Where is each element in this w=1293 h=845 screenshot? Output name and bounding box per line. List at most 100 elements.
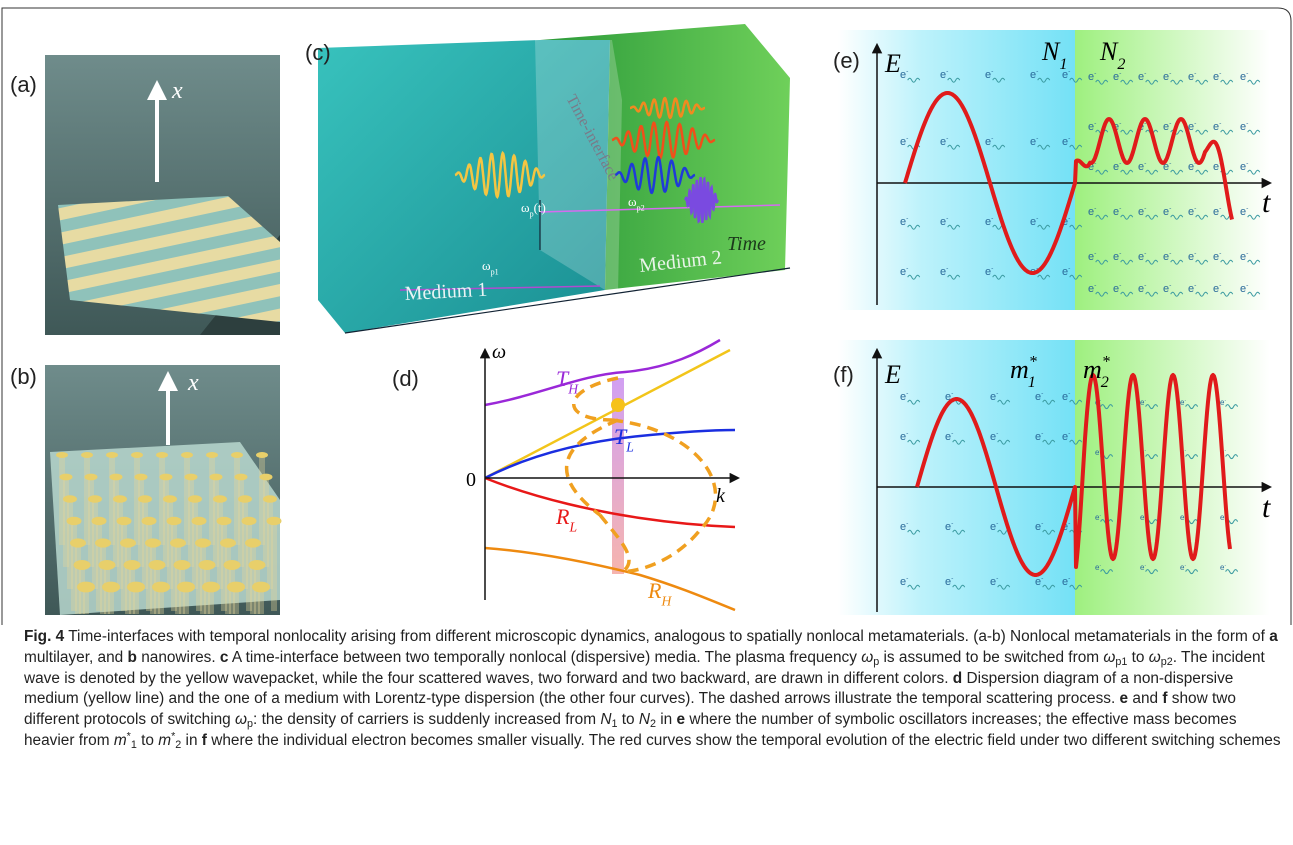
panel-label: (b)	[10, 364, 37, 389]
label-part: H	[567, 382, 579, 397]
panel-f-plot: e-e-e-e-e-e-e-e-e-e-e-e-e-e-e-e-e-e-e-e-…	[838, 340, 1270, 615]
label-part: -	[1169, 282, 1171, 289]
label-part: R	[555, 504, 570, 529]
rod-top	[131, 452, 143, 458]
label-part: -	[1219, 120, 1221, 127]
label-part: -	[1068, 575, 1070, 582]
caption-run: m	[114, 732, 127, 749]
rod-top	[145, 538, 161, 547]
rod-top	[81, 452, 93, 458]
axis-label: ω	[492, 341, 506, 363]
label-part: -	[996, 430, 998, 437]
rod-top	[142, 517, 157, 525]
label-part: 2	[1101, 374, 1109, 391]
rod-top	[156, 452, 168, 458]
label-part: -	[1068, 135, 1070, 142]
rod-top	[177, 582, 195, 593]
label-part: *	[1029, 353, 1038, 370]
rod-top	[245, 538, 261, 547]
rod-top	[235, 474, 248, 481]
caption-run: to	[617, 711, 638, 728]
panel-b-image	[45, 365, 282, 615]
label-part: L	[568, 520, 577, 535]
rod-top	[152, 582, 170, 593]
rod-top	[110, 474, 123, 481]
label-part: -	[1246, 205, 1248, 212]
rod-top	[163, 495, 177, 503]
time-label: Time	[727, 233, 766, 255]
rod-top	[160, 474, 173, 481]
label-part: p2	[637, 204, 645, 213]
caption-run: multilayer, and	[24, 649, 128, 666]
rod-top	[202, 582, 220, 593]
rod-top	[170, 538, 186, 547]
rod-top	[92, 517, 107, 525]
label-part: -	[991, 215, 993, 222]
label-part: -	[1219, 250, 1221, 257]
rod-top	[192, 517, 207, 525]
label-part: -	[1194, 120, 1196, 127]
label-part: -	[946, 265, 948, 272]
panel-label: (c)	[305, 40, 331, 65]
axis-label: E	[884, 49, 901, 78]
caption-run: in	[656, 711, 677, 728]
rod-top	[149, 560, 166, 570]
label-part: -	[1246, 282, 1248, 289]
axis-label: x	[171, 78, 183, 104]
rod-top	[74, 560, 91, 570]
caption-run: in	[181, 732, 202, 749]
rod-top	[106, 452, 118, 458]
label-part: -	[1169, 70, 1171, 77]
math-label: RL	[555, 504, 577, 535]
caption-run: e	[1120, 690, 1129, 707]
caption-run: e	[677, 711, 686, 728]
caption-run: and	[1128, 690, 1162, 707]
label-part: -	[906, 520, 908, 527]
label-part: -	[906, 390, 908, 397]
label-part: -	[996, 390, 998, 397]
caption-run: Time-interfaces with temporal nonlocalit…	[64, 628, 1269, 645]
label-part: -	[991, 265, 993, 272]
label-part: -	[906, 430, 908, 437]
panel-e-plot: e-e-e-e-e-e-e-e-e-e-e-e-e-e-e-e-e-e-e-e-…	[838, 30, 1270, 310]
axis-label: t	[1262, 186, 1271, 219]
label-part: -	[1169, 120, 1171, 127]
rod-top	[267, 517, 282, 525]
rod-top	[256, 452, 268, 458]
rod-top	[99, 560, 116, 570]
rod-top	[227, 582, 245, 593]
label-part: -	[1194, 250, 1196, 257]
label-part: H	[660, 594, 672, 609]
label-part: -	[1094, 250, 1096, 257]
rod-top	[210, 474, 223, 481]
caption-run: a	[1269, 628, 1278, 645]
label-part: -	[996, 575, 998, 582]
rod-top	[238, 495, 252, 503]
label-part: -	[1246, 250, 1248, 257]
math-label: RH	[647, 578, 672, 609]
caption-run: : the density of carriers is suddenly in…	[253, 711, 600, 728]
caption-run: to	[137, 732, 158, 749]
rod-top	[252, 582, 270, 593]
panel-d-diagram	[485, 340, 738, 610]
label-part: -	[1036, 68, 1038, 75]
panel-label: (a)	[10, 72, 37, 97]
label-part: -	[1094, 70, 1096, 77]
label-part: p1	[491, 268, 499, 277]
label-part: 1	[1028, 374, 1036, 391]
rod-top	[195, 538, 211, 547]
label-part: -	[1041, 430, 1043, 437]
rod-top	[213, 495, 227, 503]
label-part: -	[1036, 215, 1038, 222]
rod-top	[95, 538, 111, 547]
rod-top	[77, 582, 95, 593]
label-part: -	[991, 135, 993, 142]
rod-top	[188, 495, 202, 503]
label-part: -	[906, 265, 908, 272]
label-part: -	[906, 215, 908, 222]
label-part: -	[991, 68, 993, 75]
caption-run: where the individual electron becomes sm…	[207, 732, 1281, 749]
rod-top	[174, 560, 191, 570]
rod-top	[67, 517, 82, 525]
label-part: -	[1068, 430, 1070, 437]
